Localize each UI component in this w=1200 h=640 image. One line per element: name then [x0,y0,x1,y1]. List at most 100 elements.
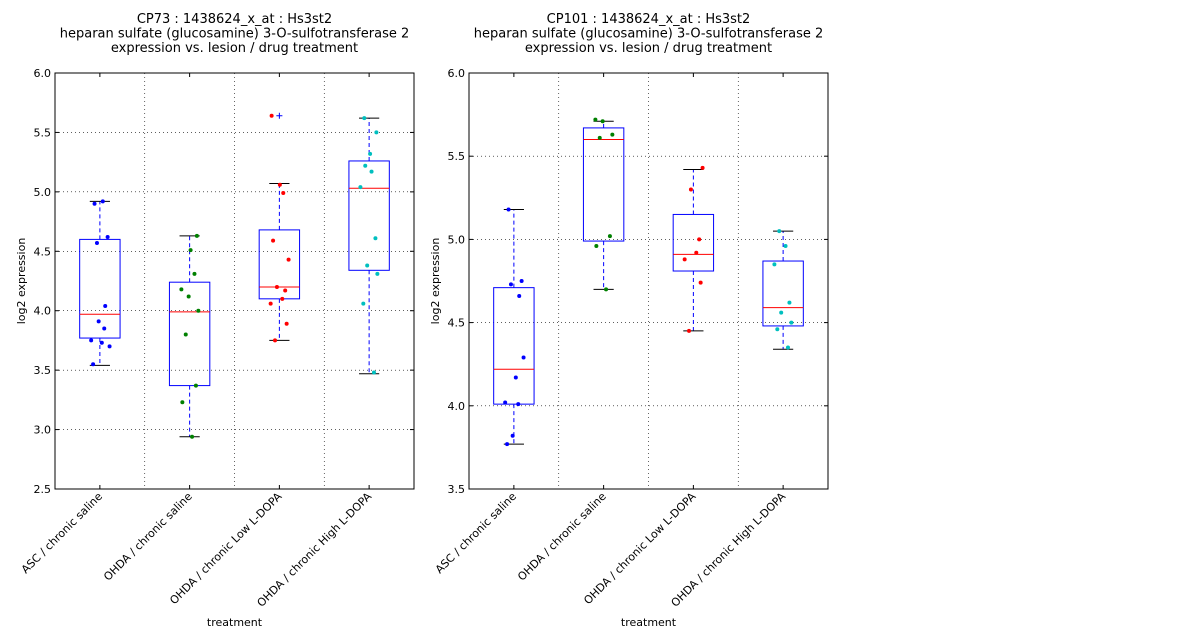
data-point [513,375,518,380]
data-point [194,233,199,238]
data-point [369,169,374,174]
data-point [273,338,278,343]
data-point [604,287,609,292]
axes-frame [54,72,415,490]
data-point [503,400,508,405]
data-point [610,132,615,137]
data-point [505,442,510,447]
data-point [600,119,605,124]
box-iqr [493,287,535,405]
data-point [371,370,376,375]
data-point [283,288,288,293]
data-point [700,165,705,170]
data-point [772,262,777,267]
data-point [787,300,792,305]
y-tick-label: 4.5 [448,317,466,330]
y-tick-label: 4.0 [448,400,466,413]
box-iqr [582,127,625,242]
data-point [694,250,699,255]
data-point [284,321,289,326]
data-point [365,263,370,268]
data-point [193,383,198,388]
chart-panel-cp73: 2.5 3.0 3.5 4.0 4.5 5.0 5.5 6.0 ASC / chronic sa… [15,12,415,629]
data-point [688,187,693,192]
y-axis-label: log2 expression [15,238,28,325]
y-tick-label: 3.5 [34,364,52,377]
data-point [274,284,279,289]
data-point [179,287,184,292]
y-tick-label: 5.5 [34,126,52,139]
data-point [96,319,101,324]
data-point [775,327,780,332]
y-tick-label: 6.0 [448,67,466,80]
box-iqr [168,281,211,387]
data-point [361,301,366,306]
chart-title-line: heparan sulfate (glucosamine) 3-O-sulfot… [60,27,410,42]
box-iqr [258,229,301,300]
data-point [682,257,687,262]
y-tick-label: 5.5 [448,150,466,163]
data-point [269,113,274,118]
data-point [607,234,612,239]
data-point [186,294,191,299]
chart-panel-cp101: 3.5 4.0 4.5 5.0 5.5 6.0 ASC / chronic salineOH… [429,12,829,629]
data-point [94,240,99,245]
data-point [100,199,105,204]
chart-title-line: heparan sulfate (glucosamine) 3-O-sulfot… [474,27,824,42]
y-tick-label: 4.5 [34,245,52,258]
data-point [196,308,201,313]
data-point [99,340,104,345]
y-tick-label: 3.0 [34,424,52,437]
data-point [521,355,526,360]
data-point [91,362,96,367]
data-point [593,117,598,122]
data-point [280,296,285,301]
chart-title-line: expression vs. lesion / drug treatment [111,41,358,56]
box-iqr [762,260,804,327]
data-point [268,301,273,306]
x-tick-label: ASC / chronic saline [433,490,519,576]
data-point [362,116,367,121]
data-point [89,338,94,343]
x-tick-label: OHDA / chronic saline [515,490,609,584]
y-tick-label: 5.0 [34,186,52,199]
x-tick-label: ASC / chronic saline [19,490,105,576]
data-point [363,163,368,168]
data-point [516,402,521,407]
data-point [506,207,511,212]
data-point [102,326,107,331]
data-point [594,244,599,249]
x-axis-label: treatment [207,616,263,629]
data-point [777,229,782,234]
data-point [105,235,110,240]
data-point [103,303,108,308]
data-point [190,434,195,439]
data-point [783,244,788,249]
x-axis-label: treatment [621,616,677,629]
data-point [192,271,197,276]
data-point [180,400,185,405]
data-point [519,279,524,283]
data-point [271,238,276,243]
y-tick-label: 6.0 [34,67,52,80]
data-point [508,282,513,287]
data-point [368,151,373,156]
data-point [698,280,703,285]
data-point [779,310,784,315]
data-point [92,201,97,206]
y-tick-label: 3.5 [448,483,466,496]
data-point [281,191,286,196]
y-tick-label: 2.5 [34,483,52,496]
data-point [277,182,282,187]
data-point [785,345,790,350]
data-point [687,328,692,333]
box-iqr [672,213,715,272]
data-point [183,332,188,337]
outlier-marker [276,112,283,119]
axes-frame [468,72,829,490]
chart-title-line: CP101 : 1438624_x_at : Hs3st2 [547,12,751,27]
data-point [107,344,112,349]
y-axis-label: log2 expression [429,238,442,325]
data-point [697,237,702,242]
